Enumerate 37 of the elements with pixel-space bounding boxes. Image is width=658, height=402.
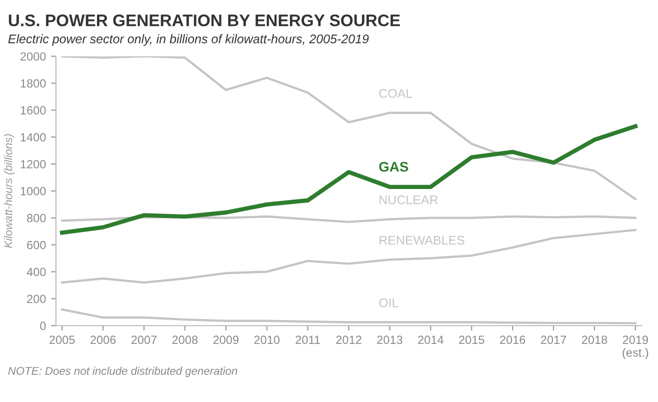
x-tick-label: 2011	[296, 336, 320, 344]
y-tick-label: 1000	[20, 186, 46, 196]
x-tick-label: 2014	[418, 336, 444, 344]
x-tick-label: 2007	[131, 336, 157, 344]
series-label: NUCLEAR	[380, 195, 438, 204]
y-tick-label: 400	[26, 268, 46, 276]
x-tick-label: 2005	[50, 336, 75, 344]
chart-subtitle: Electric power sector only, in billions of kilowatt-hours, 2005-2019	[8, 34, 369, 46]
series-label: RENEWABLES	[380, 236, 464, 245]
series-label: COAL	[379, 89, 412, 98]
x-tick-label: 2013	[377, 336, 402, 344]
y-tick-label: 1800	[20, 79, 46, 88]
x-tick-label: 2006	[90, 336, 116, 344]
x-tick-label: 2008	[172, 336, 198, 344]
line-series	[60, 228, 637, 284]
y-tick-label: 800	[27, 214, 46, 222]
x-tick-label: 2009	[213, 336, 238, 344]
x-tick-label: 2016	[500, 336, 526, 344]
y-tick-label: 1600	[20, 106, 46, 115]
x-tick-label: 2010	[254, 336, 280, 344]
x-tick-label: 2018	[582, 336, 608, 344]
y-tick-label: 1200	[20, 160, 46, 168]
y-tick-label: 200	[27, 294, 46, 304]
line-series	[60, 124, 638, 235]
x-tick-label: 2017	[540, 336, 566, 344]
series-label: OIL	[379, 298, 398, 308]
y-axis-title: Kilowatt-hours (billions)	[4, 134, 14, 248]
x-tick-label: 2019 (est.)	[622, 336, 648, 360]
y-tick-label: 600	[27, 240, 46, 250]
chart-title: U.S. POWER GENERATION BY ENERGY SOURCE	[8, 14, 400, 26]
text: NOTE: Does not include distributed generation	[8, 366, 238, 378]
y-tick-label: 0	[40, 322, 46, 330]
y-tick-label: 1400	[20, 133, 46, 142]
x-tick-label: 2015	[459, 336, 484, 344]
y-tick-label: 2000	[20, 52, 46, 61]
x-tick-label: 2012	[336, 336, 362, 344]
series-label: GAS	[379, 162, 408, 172]
